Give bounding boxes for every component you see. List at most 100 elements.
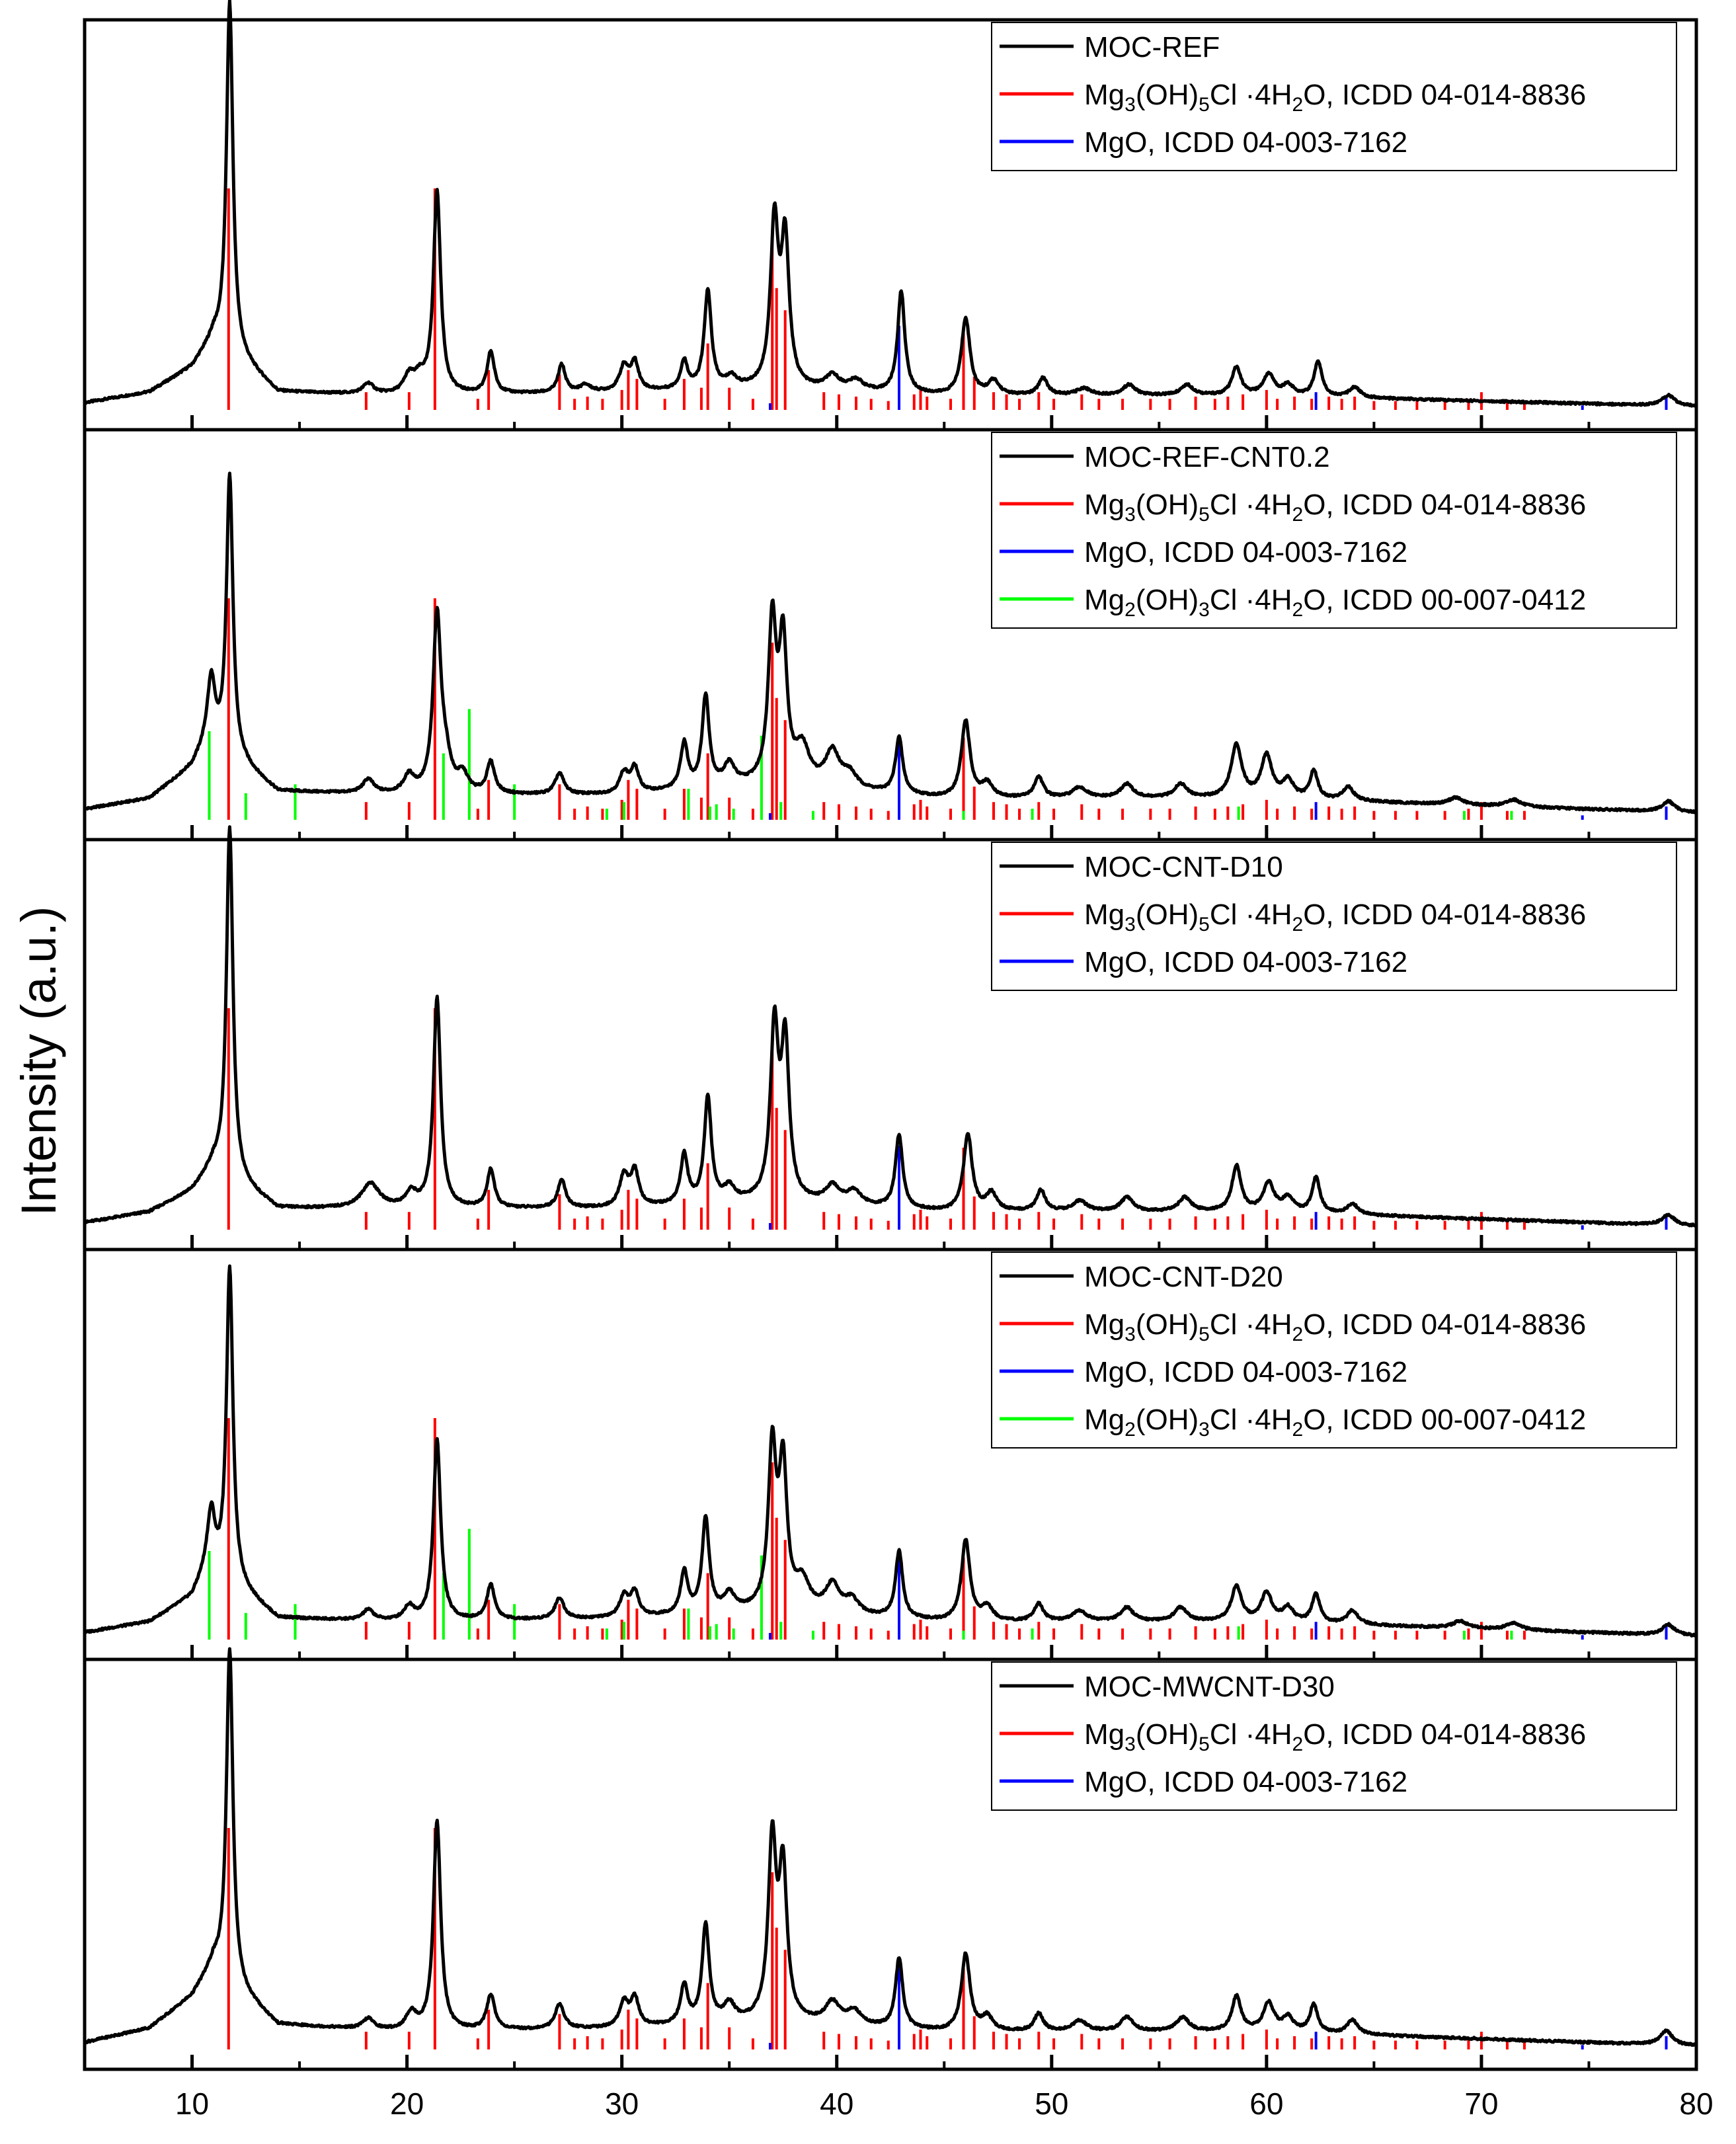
legend-text-part: (OH) <box>1136 1718 1199 1751</box>
legend-text-part: 3 <box>1199 1419 1210 1441</box>
legend-text-part: 3 <box>1124 1733 1136 1755</box>
x-axis: 10 20 30 40 50 60 70 80 <box>175 2086 1714 2121</box>
legend-text-part: (OH) <box>1136 898 1199 931</box>
legend-text-part: (OH) <box>1136 584 1199 616</box>
legend-box <box>991 1661 1677 1811</box>
legend-text-part: O, ICDD 04-014-8836 <box>1303 1308 1586 1341</box>
legend-text-part: O, ICDD 00-007-0412 <box>1303 1404 1586 1436</box>
legend-text-part: O, ICDD 04-014-8836 <box>1303 1718 1586 1751</box>
pattern-line-moc-cnt-d20 <box>83 1264 1698 1638</box>
legend-text-part: Cl ·4H <box>1210 1308 1292 1341</box>
legend-text-part: 5 <box>1199 94 1210 116</box>
x-tick-label: 40 <box>820 2086 853 2121</box>
panel-frame <box>83 1657 1698 2071</box>
legend-entry: MgO, ICDD 04-003-7162 <box>1084 536 1407 569</box>
legend-entry: MOC-CNT-D20 <box>1084 1261 1283 1293</box>
legend-text-part: 3 <box>1199 599 1210 621</box>
legend-text-part: Cl ·4H <box>1210 79 1292 111</box>
panel-moc-mwcnt-d30: MOC-MWCNT-D30 Mg3(OH)5Cl ·4H2O, ICDD 04-0… <box>83 1647 1698 2071</box>
legend-text-part: Mg <box>1084 898 1124 931</box>
reference-sticks-mgo <box>768 1555 1668 1640</box>
reference-sticks-mgo <box>768 1145 1668 1230</box>
legend-text-part: O, ICDD 04-014-8836 <box>1303 79 1586 111</box>
legend-text-part: 2 <box>1292 914 1304 935</box>
legend-text-part: 2 <box>1124 1419 1136 1441</box>
legend-text-part: 2 <box>1292 94 1304 116</box>
legend-entry: Mg2(OH)3Cl ·4H2O, ICDD 00-007-0412 <box>1084 1404 1586 1441</box>
legend-text-part: O, ICDD 04-014-8836 <box>1303 489 1586 521</box>
legend-box <box>991 842 1677 991</box>
legend-entry: Mg3(OH)5Cl ·4H2O, ICDD 04-014-8836 <box>1084 1718 1586 1755</box>
legend-entry: MOC-MWCNT-D30 <box>1084 1671 1335 1703</box>
legend-text-part: Mg <box>1084 584 1124 616</box>
legend-text-part: Cl ·4H <box>1210 1404 1292 1436</box>
legend-text-part: Mg <box>1084 1718 1124 1751</box>
reference-sticks-mg3-oh-5cl <box>227 1418 1526 1640</box>
legend-text-part: (OH) <box>1136 489 1199 521</box>
reference-sticks-mgo <box>768 325 1668 410</box>
x-tick-label: 10 <box>175 2086 209 2121</box>
legend-text-part: 3 <box>1124 504 1136 526</box>
legend-box <box>991 1251 1677 1449</box>
panel-moc-cnt-d10: MOC-CNT-D10 Mg3(OH)5Cl ·4H2O, ICDD 04-014… <box>83 825 1698 1251</box>
pattern-line-moc-ref <box>83 0 1698 409</box>
legend-text-part: O, ICDD 04-014-8836 <box>1303 898 1586 931</box>
legend-text-part: 2 <box>1292 504 1304 526</box>
legend-text-part: Cl ·4H <box>1210 898 1292 931</box>
legend-text-part: Mg <box>1084 79 1124 111</box>
legend-entry: Mg3(OH)5Cl ·4H2O, ICDD 04-014-8836 <box>1084 1308 1586 1345</box>
legend-entry: Mg3(OH)5Cl ·4H2O, ICDD 04-014-8836 <box>1084 79 1586 116</box>
legend-text-part: Cl ·4H <box>1210 489 1292 521</box>
legend-text-part: Cl ·4H <box>1210 1718 1292 1751</box>
x-tick-label: 70 <box>1464 2086 1498 2121</box>
reference-sticks-mg3-oh-5cl <box>227 1008 1526 1230</box>
legend-entry: MgO, ICDD 04-003-7162 <box>1084 946 1407 978</box>
legend-text-part: 3 <box>1124 1324 1136 1345</box>
x-tick-label: 60 <box>1249 2086 1283 2121</box>
legend-text-part: 3 <box>1124 914 1136 935</box>
legend-entry: MgO, ICDD 04-003-7162 <box>1084 1766 1407 1798</box>
legend-text-part: 5 <box>1199 504 1210 526</box>
legend-box <box>991 22 1677 171</box>
legend-text-part: Cl ·4H <box>1210 584 1292 616</box>
reference-sticks-mgo <box>768 1965 1668 2049</box>
y-axis-label: Intensity (a.u.) <box>11 906 66 1216</box>
legend-entry: MgO, ICDD 04-003-7162 <box>1084 126 1407 159</box>
panel-moc-ref: MOC-REF Mg3(OH)5Cl ·4H2O, ICDD 04-014-883… <box>83 0 1698 432</box>
legend-text-part: Mg <box>1084 489 1124 521</box>
x-tick-label: 50 <box>1035 2086 1068 2121</box>
pattern-line-moc-mwcnt-d30 <box>83 1647 1698 2047</box>
pattern-line-moc-cnt-d10 <box>83 825 1698 1228</box>
reference-sticks-mg2-oh-3cl <box>208 709 1513 820</box>
x-tick-label: 80 <box>1679 2086 1713 2121</box>
legend-entry: MOC-CNT-D10 <box>1084 851 1283 883</box>
reference-sticks-mg2-oh-3cl <box>208 1529 1513 1640</box>
legend-text-part: 3 <box>1124 94 1136 116</box>
legend-entry: MgO, ICDD 04-003-7162 <box>1084 1356 1407 1388</box>
legend-entry: MOC-REF <box>1084 31 1220 63</box>
legend-text-part: (OH) <box>1136 1404 1199 1436</box>
legend-text-part: 2 <box>1292 599 1304 621</box>
x-tick-label: 20 <box>390 2086 424 2121</box>
legend: MOC-CNT-D10 Mg3(OH)5Cl ·4H2O, ICDD 04-014… <box>991 842 1677 991</box>
reference-sticks-mgo <box>768 735 1668 820</box>
legend-text-part: 5 <box>1199 1733 1210 1755</box>
legend-text-part: 2 <box>1292 1324 1304 1345</box>
legend-entry: MOC-REF-CNT0.2 <box>1084 441 1330 473</box>
pattern-line-moc-ref-cnt0-2 <box>83 471 1698 814</box>
legend-text-part: (OH) <box>1136 1308 1199 1341</box>
legend-box <box>991 432 1677 629</box>
legend-entry: Mg2(OH)3Cl ·4H2O, ICDD 00-007-0412 <box>1084 584 1586 621</box>
reference-sticks-mg3-oh-5cl <box>227 1828 1526 2049</box>
legend: MOC-REF Mg3(OH)5Cl ·4H2O, ICDD 04-014-883… <box>991 22 1677 171</box>
x-tick-label: 30 <box>605 2086 639 2121</box>
legend-text-part: O, ICDD 00-007-0412 <box>1303 584 1586 616</box>
legend-text-part: 5 <box>1199 1324 1210 1345</box>
legend-text-part: Mg <box>1084 1404 1124 1436</box>
legend-text-part: 2 <box>1124 599 1136 621</box>
